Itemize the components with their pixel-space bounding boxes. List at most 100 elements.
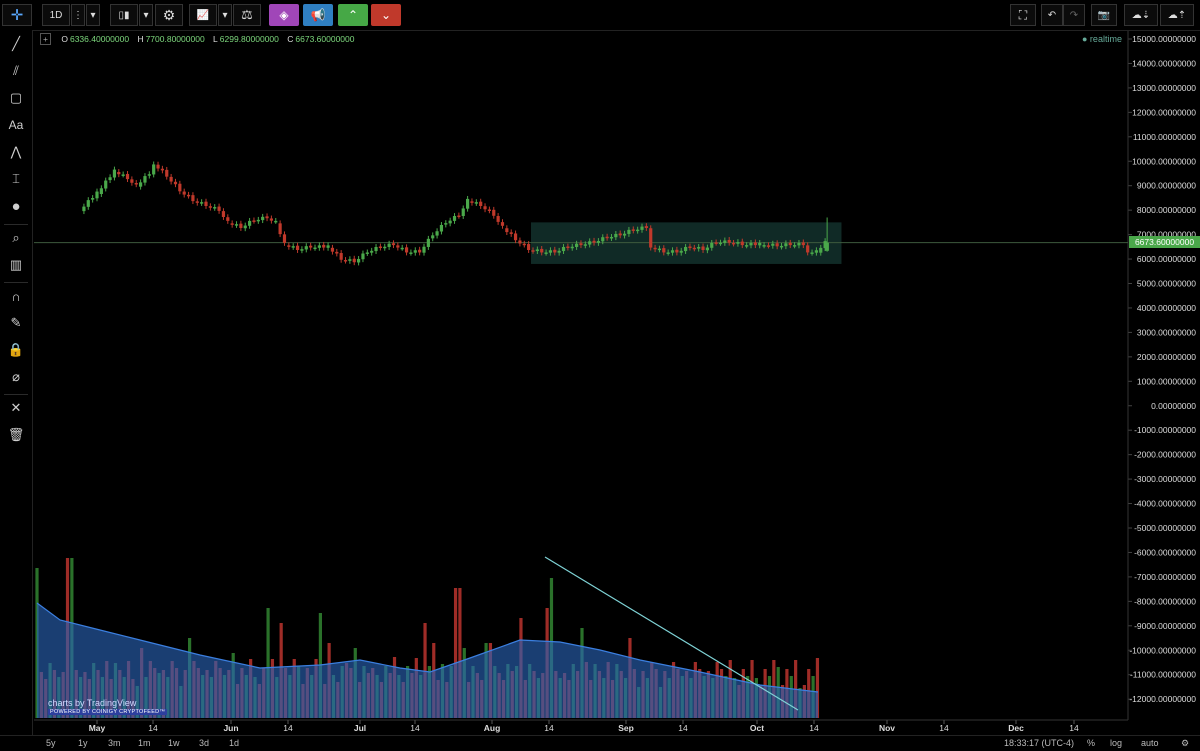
percent-scale-button[interactable]: % bbox=[1087, 738, 1096, 748]
volume-bar bbox=[453, 588, 458, 718]
buy-arrow-up-icon[interactable]: ⌃ bbox=[338, 4, 368, 26]
candle-body bbox=[239, 223, 243, 228]
broadcast-icon[interactable]: 📢 bbox=[303, 4, 333, 26]
log-scale-button[interactable]: log bbox=[1110, 738, 1123, 748]
auto-scale-button[interactable]: auto bbox=[1141, 738, 1159, 748]
bottom-bar: 5y 1y 3m 1m 1w 3d 1d 18:33:17 (UTC-4) % … bbox=[0, 735, 1200, 751]
more-vertical-icon[interactable]: ⋮ bbox=[71, 4, 85, 26]
cloud-upload-icon[interactable]: ☁⇡ bbox=[1160, 4, 1194, 26]
candle-body bbox=[112, 169, 117, 178]
candle-body bbox=[295, 245, 300, 251]
candle-body bbox=[413, 250, 417, 253]
close-label: C bbox=[287, 34, 294, 44]
candle-body bbox=[662, 248, 666, 253]
candle-body bbox=[426, 238, 430, 247]
legend-toggle-icon[interactable]: + bbox=[40, 33, 51, 45]
y-tick-label: 5000.00000000 bbox=[1137, 279, 1196, 289]
interval-select[interactable]: 1D bbox=[42, 4, 70, 26]
candle-body bbox=[160, 168, 164, 171]
compare-scale-icon[interactable]: ⚖ bbox=[233, 4, 261, 26]
candle-body bbox=[670, 250, 675, 253]
chevron-down-icon[interactable]: ▾ bbox=[139, 4, 153, 26]
range-3m-button[interactable]: 3m bbox=[108, 738, 121, 748]
range-1d-button[interactable]: 1d bbox=[229, 738, 240, 748]
chevron-down-icon[interactable]: ▾ bbox=[86, 4, 100, 26]
candle-body bbox=[609, 236, 614, 239]
volume-bar bbox=[423, 623, 427, 718]
candle-body bbox=[357, 258, 361, 263]
chevron-down-icon[interactable]: ▾ bbox=[218, 4, 232, 26]
candle-body bbox=[714, 242, 718, 244]
volume-bar bbox=[458, 588, 462, 718]
candle-body bbox=[518, 240, 522, 244]
redo-icon[interactable]: ↷ bbox=[1063, 4, 1085, 26]
magnet-icon[interactable]: ∩ bbox=[11, 288, 21, 304]
y-tick-label: 13000.00000000 bbox=[1132, 83, 1196, 93]
candle-body bbox=[466, 198, 470, 209]
y-tick-label: 8000.00000000 bbox=[1137, 205, 1196, 215]
candle-body bbox=[317, 245, 321, 248]
candle-body bbox=[361, 253, 365, 260]
settings-gear-icon[interactable]: ⚙ bbox=[1181, 738, 1190, 748]
zoom-icon[interactable]: ⌕ bbox=[12, 230, 20, 245]
candle-body bbox=[771, 243, 775, 246]
indicators-button[interactable]: 📈 bbox=[189, 4, 217, 26]
fib-icon[interactable]: ⌶ bbox=[12, 171, 20, 186]
x-tick-label: 14 bbox=[939, 723, 949, 733]
candle-body bbox=[274, 220, 278, 223]
tradingview-watermark[interactable]: charts by TradingView POWERED BY COINIGY… bbox=[48, 698, 168, 715]
candle-body bbox=[775, 243, 779, 247]
candle-body bbox=[636, 229, 640, 232]
fullscreen-icon[interactable]: ⛶ bbox=[1010, 4, 1036, 26]
pattern-icon[interactable]: ⋀ bbox=[10, 144, 22, 159]
candle-body bbox=[335, 251, 339, 254]
eye-hidden-icon[interactable]: ⌀ bbox=[12, 369, 20, 384]
range-3d-button[interactable]: 3d bbox=[199, 738, 210, 748]
trash-icon[interactable]: 🗑 bbox=[7, 427, 25, 442]
candle-body bbox=[740, 241, 744, 246]
candle-body bbox=[588, 241, 592, 245]
candle-body bbox=[230, 223, 234, 225]
candle-body bbox=[640, 226, 644, 230]
candle-body bbox=[819, 247, 823, 253]
undo-icon[interactable]: ↶ bbox=[1041, 4, 1063, 26]
range-1m-button[interactable]: 1m bbox=[138, 738, 151, 748]
candle-body bbox=[692, 247, 696, 250]
y-tick-label: -4000.00000000 bbox=[1134, 499, 1196, 509]
rectangle-icon[interactable]: ▢ bbox=[9, 90, 23, 105]
x-tick-label: 14 bbox=[544, 723, 554, 733]
camera-snapshot-icon[interactable]: 📷 bbox=[1091, 4, 1117, 26]
settings-gear-icon[interactable]: ⚙ bbox=[155, 4, 183, 26]
cube-icon[interactable]: ◈ bbox=[269, 4, 299, 26]
clock-time: 18:33:17 (UTC-4) bbox=[1004, 738, 1075, 748]
pitchfork-icon[interactable]: ⫽ bbox=[13, 63, 19, 78]
ohlc-legend: + O 6336.40000000 H 7700.80000000 L 6299.80… bbox=[40, 33, 354, 45]
crosshair-tool-button[interactable]: ✛ bbox=[2, 4, 32, 26]
range-5y-button[interactable]: 5y bbox=[46, 738, 56, 748]
candlestick-style-button[interactable]: ▯▮ bbox=[110, 4, 138, 26]
text-tool-icon[interactable]: Aa bbox=[8, 118, 24, 132]
candle-body bbox=[566, 246, 570, 248]
y-tick-label: 9000.00000000 bbox=[1137, 181, 1196, 191]
pencil-lock-icon[interactable]: ✎ bbox=[10, 315, 22, 330]
circle-icon[interactable]: ● bbox=[11, 197, 21, 215]
candle-body bbox=[492, 209, 496, 216]
range-1y-button[interactable]: 1y bbox=[78, 738, 88, 748]
candle-body bbox=[165, 169, 169, 177]
trend-line-icon[interactable]: ╱ bbox=[12, 36, 20, 51]
candle-body bbox=[234, 224, 239, 226]
y-tick-label: 15000.00000000 bbox=[1132, 34, 1196, 44]
measure-ruler-icon[interactable]: ▥ bbox=[9, 257, 23, 272]
candle-body bbox=[814, 250, 818, 253]
remove-tools-icon[interactable]: ✕ bbox=[10, 400, 22, 415]
candle-body bbox=[505, 228, 509, 233]
candle-body bbox=[474, 202, 478, 204]
range-1w-button[interactable]: 1w bbox=[168, 738, 180, 748]
cloud-download-icon[interactable]: ☁⇣ bbox=[1124, 4, 1158, 26]
candle-body bbox=[252, 220, 256, 222]
lock-icon[interactable]: 🔒 bbox=[7, 342, 25, 357]
sell-arrow-down-icon[interactable]: ⌄ bbox=[371, 4, 401, 26]
candle-body bbox=[304, 246, 308, 250]
candle-body bbox=[496, 216, 500, 222]
